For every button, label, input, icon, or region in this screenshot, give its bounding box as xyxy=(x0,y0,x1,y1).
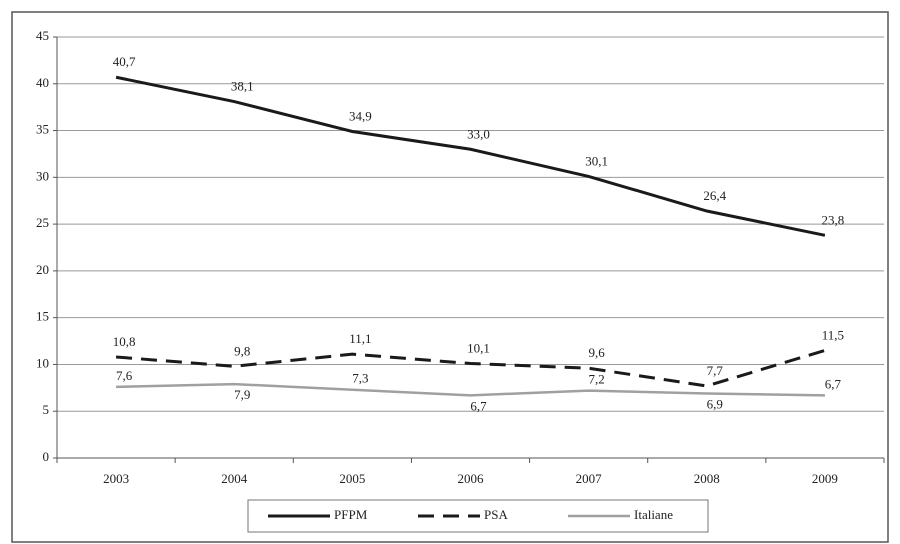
y-tick-label: 15 xyxy=(36,309,49,324)
legend-label: PSA xyxy=(484,507,508,522)
x-tick-label: 2007 xyxy=(576,471,603,486)
y-tick-label: 0 xyxy=(43,449,50,464)
x-tick-label: 2009 xyxy=(812,471,838,486)
data-label: 40,7 xyxy=(113,54,136,69)
y-tick-label: 10 xyxy=(36,355,49,370)
data-label: 30,1 xyxy=(585,153,608,168)
data-label: 7,9 xyxy=(234,387,250,402)
data-label: 33,0 xyxy=(467,126,490,141)
data-label: 38,1 xyxy=(231,79,254,94)
data-label: 7,2 xyxy=(589,372,605,387)
series-line xyxy=(115,75,826,237)
y-tick-label: 40 xyxy=(36,75,49,90)
x-tick-label: 2004 xyxy=(221,471,248,486)
data-label: 10,8 xyxy=(113,334,136,349)
data-label: 34,9 xyxy=(349,108,372,123)
chart-frame xyxy=(11,11,889,543)
data-label: 11,1 xyxy=(349,331,371,346)
data-label: 26,4 xyxy=(703,188,726,203)
y-tick-label: 25 xyxy=(36,215,49,230)
data-label: 23,8 xyxy=(822,212,845,227)
data-label: 7,6 xyxy=(116,368,133,383)
x-tick-label: 2008 xyxy=(694,471,720,486)
data-label: 6,9 xyxy=(707,396,723,411)
y-tick-label: 30 xyxy=(36,168,49,183)
x-tick-label: 2003 xyxy=(103,471,129,486)
data-label: 7,3 xyxy=(352,371,368,386)
x-tick-label: 2005 xyxy=(339,471,365,486)
x-tick-label: 2006 xyxy=(458,471,485,486)
data-label: 7,7 xyxy=(707,363,724,378)
y-tick-label: 5 xyxy=(43,402,50,417)
data-label: 6,7 xyxy=(825,376,842,391)
y-tick-label: 35 xyxy=(36,122,49,137)
legend-label: PFPM xyxy=(334,507,368,522)
series-line xyxy=(115,348,826,388)
y-tick-label: 45 xyxy=(36,28,49,43)
series-line xyxy=(116,382,825,397)
data-label: 10,1 xyxy=(467,340,490,355)
legend-label: Italiane xyxy=(634,507,673,522)
data-label: 9,6 xyxy=(589,345,606,360)
y-tick-label: 20 xyxy=(36,262,49,277)
data-label: 11,5 xyxy=(822,327,844,342)
data-label: 6,7 xyxy=(470,398,487,413)
data-label: 9,8 xyxy=(234,343,250,358)
